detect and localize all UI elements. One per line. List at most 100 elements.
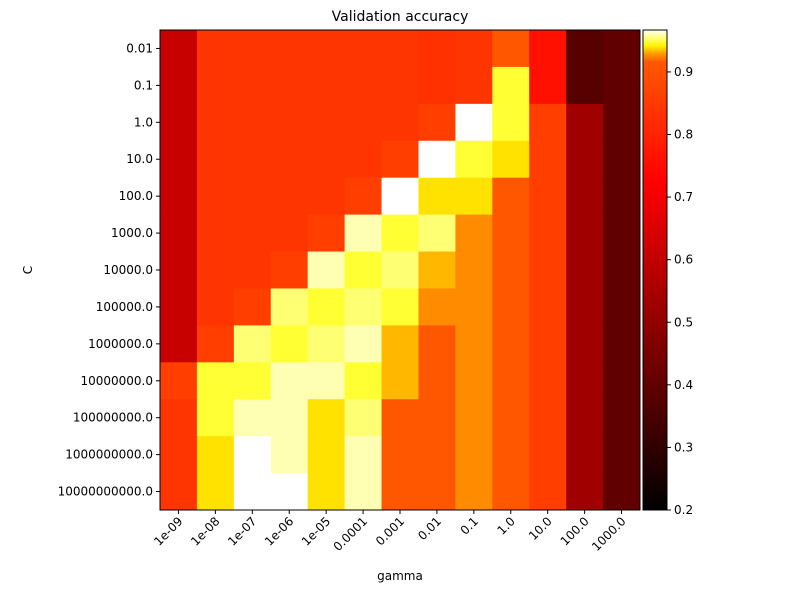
heatmap-cell [529,251,567,289]
heatmap-cell [307,66,346,105]
y-tick-label: 10000000000.0 [58,485,153,499]
heatmap-cell [455,103,493,142]
heatmap-cell [344,251,383,289]
heatmap-cell [566,473,604,511]
heatmap-cell [196,473,235,511]
heatmap-cell [233,436,272,474]
heatmap-cell [196,362,235,400]
heatmap-cell [344,473,383,511]
heatmap-cell [455,288,493,326]
y-tick-label: 1000000.0 [88,337,153,351]
heatmap-cell [160,30,198,68]
heatmap-cell [529,325,567,363]
heatmap-cell [455,251,493,289]
heatmap-cell [233,30,272,68]
heatmap-cell [529,30,567,68]
heatmap-cell [233,251,272,289]
heatmap-cell [381,177,419,216]
heatmap-cell [603,473,641,511]
heatmap-cell [307,436,346,474]
heatmap-cell [196,214,235,253]
heatmap-cell [381,140,419,179]
heatmap-cell [233,325,272,363]
x-tick-label: 0.01 [415,514,444,543]
colorbar-tick-label: 0.3 [674,440,693,454]
heatmap-cell [270,30,309,68]
heatmap-cell [344,30,383,68]
heatmap-cell [344,288,383,326]
heatmap-cell [270,473,309,511]
colorbar-tick-label: 0.9 [674,65,693,79]
heatmap-cell [160,399,198,437]
heatmap-cell [529,140,567,179]
heatmap-cell [196,66,235,105]
heatmap-cell [233,140,272,179]
heatmap-cell [455,436,493,474]
heatmap-cell [566,251,604,289]
heatmap-cell [566,177,604,216]
x-tick-label: 1e-06 [262,514,296,548]
y-tick-label: 10000.0 [103,263,153,277]
heatmap-cell [160,362,198,400]
heatmap-cell [529,103,567,142]
heatmap-cell [566,362,604,400]
heatmap-cell [344,66,383,105]
heatmap-cell [455,30,493,68]
heatmap-cell [233,214,272,253]
heatmap-cell [603,66,641,105]
heatmap-cell [492,214,530,253]
heatmap-cell [603,30,641,68]
heatmap-cell [455,399,493,437]
heatmap-cell [566,140,604,179]
heatmap-cell [566,30,604,68]
heatmap-cell [160,436,198,474]
heatmap-cell [492,362,530,400]
heatmap-cell [307,214,346,253]
heatmap-cell [196,436,235,474]
heatmap-cell [381,362,419,400]
heatmap-cell [381,288,419,326]
heatmap-cell [233,473,272,511]
heatmap-cell [492,473,530,511]
heatmap-cell [196,325,235,363]
heatmap-cell [160,214,198,253]
heatmap-cell [270,140,309,179]
heatmap-cell [455,66,493,105]
y-axis-label: C [21,266,35,274]
heatmap-cell [160,473,198,511]
colorbar-tick-label: 0.7 [674,190,693,204]
y-tick-label: 100000.0 [96,300,153,314]
heatmap-cell [418,103,456,142]
x-axis-ticks: 1e-09 1e-08 1e-07 1e-06 1e-050.0001 0.001 0.01… [151,510,629,554]
heatmap-cell [529,399,567,437]
heatmap-cell [566,214,604,253]
colorbar-tick-label: 0.5 [674,315,693,329]
x-tick-label: 100.0 [558,514,592,548]
heatmap-cell [566,288,604,326]
heatmap-cell [418,436,456,474]
heatmap-cell [307,177,346,216]
heatmap-cell [307,288,346,326]
heatmap-cell [344,325,383,363]
heatmap-cell [492,251,530,289]
heatmap-cell [492,399,530,437]
y-tick-label: 1.0 [134,115,153,129]
heatmap-cell [455,140,493,179]
heatmap-cell [307,140,346,179]
y-tick-label: 10000000.0 [80,374,153,388]
heatmap-cell [381,325,419,363]
heatmap-cell [270,288,309,326]
heatmap-cell [270,177,309,216]
heatmap-cell [233,399,272,437]
heatmap-cell [196,30,235,68]
heatmap-cell [529,177,567,216]
heatmap-cell [603,362,641,400]
heatmap-cell [529,473,567,511]
y-axis-ticks: 0.01 0.1 1.0 10.0 100.0 1000.0 10000.0 100000.0… [58,41,160,499]
heatmap-cell [418,473,456,511]
x-tick-label: 10.0 [526,514,555,543]
x-tick-label: 1000.0 [589,514,629,554]
heatmap-cell [160,288,198,326]
heatmap-cell [344,140,383,179]
heatmap-cell [529,66,567,105]
